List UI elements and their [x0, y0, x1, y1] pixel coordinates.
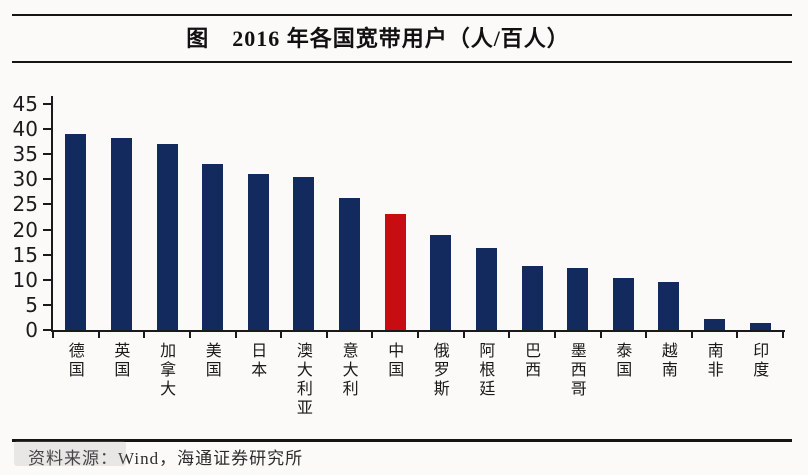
bar — [293, 177, 315, 330]
y-tick-label: 45 — [12, 92, 38, 116]
y-tick-mark — [43, 228, 51, 231]
bar — [202, 164, 224, 330]
x-tick-mark — [234, 332, 237, 338]
x-axis-line — [51, 330, 785, 332]
x-tick-label: 印度 — [750, 342, 768, 380]
x-tick-mark — [553, 332, 556, 338]
x-tick-label: 阿根廷 — [476, 342, 494, 399]
x-tick-mark — [325, 332, 328, 338]
x-tick-mark — [188, 332, 191, 338]
y-tick-mark — [43, 303, 51, 306]
x-tick-mark — [462, 332, 465, 338]
y-tick-label: 20 — [12, 217, 38, 242]
bar — [110, 137, 132, 330]
bar — [430, 234, 452, 330]
y-tick-label: 15 — [12, 242, 38, 267]
y-axis-line — [51, 96, 53, 332]
y-tick-label: 30 — [12, 167, 38, 192]
y-tick-label: 25 — [12, 192, 38, 217]
x-tick-mark — [599, 332, 602, 338]
bar — [749, 323, 771, 330]
x-tick-label: 墨西哥 — [567, 342, 585, 399]
bar — [612, 278, 634, 330]
x-tick-mark — [782, 332, 784, 338]
bar — [384, 213, 406, 330]
bar — [704, 319, 726, 330]
y-tick-mark — [43, 278, 51, 281]
x-tick-label: 中国 — [385, 342, 403, 380]
x-tick-label: 英国 — [111, 342, 129, 380]
y-tick-mark — [43, 329, 51, 331]
top-divider — [12, 14, 792, 16]
x-tick-mark — [508, 332, 511, 338]
x-tick-mark — [645, 332, 648, 338]
x-tick-mark — [371, 332, 374, 338]
y-tick-label: 40 — [12, 117, 38, 142]
x-tick-label: 澳大利亚 — [293, 342, 311, 418]
x-tick-mark — [97, 332, 100, 338]
title-divider — [12, 61, 792, 63]
x-tick-mark — [690, 332, 693, 338]
bar — [658, 282, 680, 330]
bar — [475, 248, 497, 330]
y-tick-mark — [43, 153, 51, 156]
y-tick-mark — [43, 203, 51, 206]
x-tick-label: 日本 — [248, 342, 266, 380]
footer-divider — [12, 439, 792, 442]
x-tick-label: 南非 — [704, 342, 722, 380]
y-tick-mark — [43, 128, 51, 131]
bar — [247, 174, 269, 330]
bar — [567, 267, 589, 330]
x-tick-mark — [143, 332, 146, 338]
x-tick-label: 越南 — [658, 342, 676, 380]
chart-title: 图 2016 年各国宽带用户（人/百人） — [186, 26, 570, 51]
y-tick-label: 10 — [12, 267, 38, 292]
y-tick-label: 5 — [25, 292, 38, 317]
x-tick-mark — [417, 332, 419, 338]
bar — [65, 134, 87, 330]
watermark-overlay — [14, 441, 126, 466]
x-tick-mark — [52, 332, 54, 338]
x-tick-label: 意大利 — [339, 342, 357, 399]
bar — [156, 144, 178, 330]
y-tick-mark — [43, 103, 51, 105]
bar — [521, 265, 543, 330]
x-tick-label: 德国 — [65, 342, 83, 380]
y-tick-mark — [43, 178, 51, 181]
x-tick-mark — [280, 332, 283, 338]
x-tick-label: 泰国 — [613, 342, 631, 380]
x-tick-label: 巴西 — [522, 342, 540, 380]
y-tick-label: 0 — [25, 318, 38, 342]
bar — [339, 198, 361, 330]
source-note: 资料来源：Wind，海通证券研究所 — [28, 449, 304, 468]
y-tick-mark — [43, 253, 51, 256]
x-tick-mark — [736, 332, 739, 338]
x-tick-label: 加拿大 — [157, 342, 175, 399]
x-tick-label: 俄罗斯 — [430, 342, 448, 399]
y-tick-label: 35 — [12, 142, 38, 167]
x-tick-label: 美国 — [202, 342, 220, 380]
